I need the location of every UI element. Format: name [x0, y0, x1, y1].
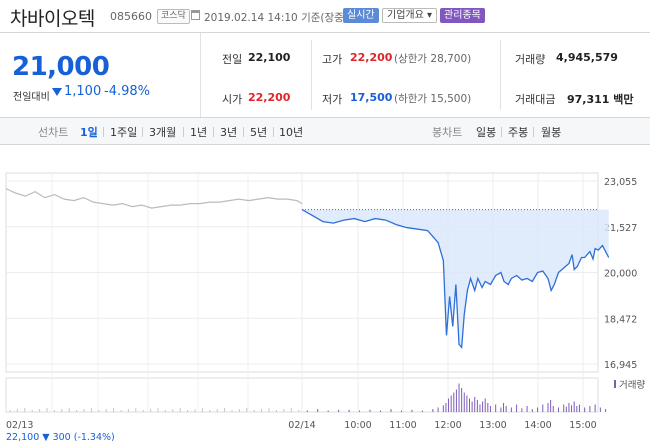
- open-label: 시가: [222, 93, 243, 106]
- current-price: 21,000: [12, 52, 110, 82]
- realtime-button[interactable]: 실시간: [343, 8, 379, 23]
- x-tick-label: 12:00: [434, 420, 461, 431]
- tab-separator: [501, 127, 502, 137]
- volume-label: 거래량: [515, 53, 546, 66]
- chart-tabbar: 선차트 1일 1주일 3개월 1년 3년 5년 10년 봉차트 일봉 주봉 월봉: [0, 117, 650, 145]
- tab-3year[interactable]: 3년: [220, 126, 238, 139]
- quote-datetime: 2019.02.14 14:10 기준(장중): [204, 10, 348, 25]
- tab-3month[interactable]: 3개월: [149, 126, 177, 139]
- stats-divider-1: [311, 40, 312, 110]
- today-fill-area: [302, 209, 609, 348]
- y-tick-label: 21,527: [604, 223, 637, 234]
- market-badge: 코스닥: [157, 9, 190, 24]
- x-tick-label: 02/14: [288, 420, 315, 431]
- tab-1week[interactable]: 1주일: [110, 126, 138, 139]
- footer-prev-close: 22,100 ▼ 300 (-1.34%): [6, 432, 115, 441]
- today-price-line: [301, 209, 610, 349]
- open-value: 22,200: [248, 91, 291, 104]
- quote-basis: 기준(장중): [301, 12, 348, 24]
- tab-separator: [183, 127, 184, 137]
- footer-date: 02/13: [6, 420, 33, 431]
- quote-date: 2019.02.14 14:10: [204, 12, 298, 24]
- volume-value: 4,945,579: [556, 51, 618, 64]
- stats-divider-2: [500, 40, 501, 110]
- amount-label: 거래대금: [515, 93, 556, 106]
- tab-separator: [273, 127, 274, 137]
- upper-limit: (상한가 28,700): [394, 53, 472, 65]
- prev-close-label: 전일: [222, 53, 243, 66]
- tab-separator: [142, 127, 143, 137]
- change-value: 1,100: [64, 84, 102, 99]
- tab-separator: [103, 127, 104, 137]
- calendar-icon: [191, 10, 200, 20]
- company-overview-dropdown[interactable]: 기업개요 ▾: [382, 8, 438, 23]
- x-tick-label: 10:00: [344, 420, 371, 431]
- managed-stock-badge[interactable]: 관리종목: [440, 8, 485, 23]
- tab-5year[interactable]: 5년: [250, 126, 268, 139]
- x-tick-label: 15:00: [569, 420, 596, 431]
- y-tick-label: 16,945: [604, 360, 637, 371]
- chevron-down-icon: ▾: [427, 10, 433, 21]
- quote-divider: [200, 33, 201, 117]
- stock-code: 085660: [110, 10, 152, 23]
- low-label: 저가: [322, 93, 343, 106]
- change-label: 전일대비: [13, 92, 50, 103]
- high-value: 22,200: [350, 51, 393, 64]
- prev-close-value: 22,100: [248, 51, 291, 64]
- tab-monthly[interactable]: 월봉: [541, 126, 562, 139]
- x-tick-label: 14:00: [524, 420, 551, 431]
- candle-chart-label: 봉차트: [432, 126, 463, 139]
- y-tick-label: 18,472: [604, 314, 637, 325]
- tab-separator: [243, 127, 244, 137]
- down-triangle-icon: [52, 88, 62, 96]
- amount-value: 97,311 백만: [567, 93, 634, 106]
- tab-separator: [533, 127, 534, 137]
- low-value: 17,500: [350, 91, 393, 104]
- stock-name: 차바이오텍: [10, 8, 95, 30]
- lower-limit: (하한가 15,500): [394, 93, 472, 105]
- y-tick-label: 20,000: [604, 269, 637, 280]
- x-tick-label: 11:00: [389, 420, 416, 431]
- x-tick-label: 13:00: [479, 420, 506, 431]
- tab-1year[interactable]: 1년: [190, 126, 208, 139]
- high-label: 고가: [322, 53, 343, 66]
- volume-legend-label: 거래량: [619, 379, 645, 391]
- change-percent: -4.98%: [104, 84, 150, 99]
- prev-day-line: [5, 188, 303, 209]
- line-chart-label: 선차트: [38, 126, 69, 139]
- header-divider: [0, 32, 650, 33]
- tab-daily[interactable]: 일봉: [476, 126, 497, 139]
- tab-10year[interactable]: 10년: [279, 126, 304, 139]
- tab-1day[interactable]: 1일: [80, 126, 98, 139]
- y-tick-label: 23,055: [604, 177, 637, 188]
- tab-weekly[interactable]: 주봉: [508, 126, 529, 139]
- tab-separator: [213, 127, 214, 137]
- company-overview-label: 기업개요: [387, 10, 424, 21]
